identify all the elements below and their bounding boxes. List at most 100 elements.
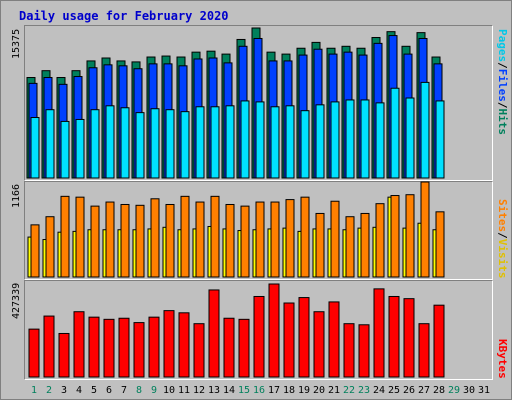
bar-sites — [345, 216, 355, 278]
bar-kbytes — [28, 328, 40, 378]
x-tick-label: 21 — [328, 385, 340, 396]
bar-sites — [405, 194, 415, 278]
bar-sites — [180, 195, 190, 278]
bar-pages — [270, 106, 280, 179]
bar-pages — [285, 105, 295, 179]
x-tick-label: 14 — [223, 385, 235, 396]
bar-sites — [45, 216, 55, 278]
bar-kbytes — [208, 289, 220, 378]
bar-pages — [135, 112, 145, 179]
x-tick-label: 18 — [283, 385, 295, 396]
bar-pages — [120, 107, 130, 179]
x-tick-label: 10 — [163, 385, 175, 396]
bar-sites — [120, 203, 130, 278]
bar-kbytes — [43, 315, 55, 378]
bar-pages — [375, 102, 385, 179]
x-tick-label: 23 — [358, 385, 370, 396]
bar-sites — [165, 203, 175, 278]
bar-pages — [150, 108, 160, 179]
bar-pages — [165, 109, 175, 179]
bar-kbytes — [223, 317, 235, 378]
bar-pages — [405, 97, 415, 179]
bar-kbytes — [103, 318, 115, 378]
bar-sites — [195, 201, 205, 278]
bar-sites — [60, 195, 70, 278]
bar-kbytes — [388, 295, 400, 378]
bar-kbytes — [178, 312, 190, 378]
bar-pages — [105, 105, 115, 179]
x-tick-label: 25 — [388, 385, 400, 396]
bar-kbytes — [403, 298, 415, 378]
bar-kbytes — [163, 310, 175, 378]
x-tick-label: 11 — [178, 385, 190, 396]
bar-pages — [30, 117, 40, 179]
bar-kbytes — [298, 297, 310, 378]
bar-sites — [30, 224, 40, 278]
x-tick-label: 27 — [418, 385, 430, 396]
bar-pages — [390, 87, 400, 179]
bar-kbytes — [238, 318, 250, 378]
bar-sites — [210, 195, 220, 278]
x-tick-label: 1 — [31, 385, 37, 396]
bar-sites — [90, 205, 100, 278]
x-tick-label: 12 — [193, 385, 205, 396]
x-tick-label: 28 — [433, 385, 445, 396]
bar-kbytes — [268, 283, 280, 378]
bar-sites — [420, 181, 430, 278]
bar-sites — [360, 212, 370, 278]
bar-kbytes — [328, 301, 340, 378]
bar-kbytes — [73, 311, 85, 378]
bar-pages — [330, 101, 340, 179]
bar-sites — [255, 201, 265, 278]
bar-sites — [285, 199, 295, 278]
bar-kbytes — [358, 324, 370, 378]
bar-pages — [225, 105, 235, 179]
bar-pages — [435, 100, 445, 179]
bar-pages — [60, 120, 70, 179]
bar-pages — [315, 104, 325, 179]
bar-kbytes — [373, 288, 385, 378]
bar-sites — [225, 203, 235, 278]
bar-sites — [375, 203, 385, 278]
bar-pages — [180, 111, 190, 179]
bar-kbytes — [133, 322, 145, 378]
x-tick-label: 20 — [313, 385, 325, 396]
bar-pages — [45, 109, 55, 179]
bar-pages — [240, 100, 250, 179]
x-tick-label: 17 — [268, 385, 280, 396]
bar-pages — [300, 110, 310, 179]
bar-kbytes — [283, 302, 295, 378]
bar-kbytes — [58, 332, 70, 378]
x-tick-label: 3 — [61, 385, 67, 396]
bar-sites — [240, 205, 250, 278]
bar-sites — [75, 196, 85, 278]
bar-pages — [195, 106, 205, 179]
x-tick-label: 16 — [253, 385, 265, 396]
x-tick-label: 22 — [343, 385, 355, 396]
bar-sites — [300, 196, 310, 278]
bar-kbytes — [118, 317, 130, 378]
x-tick-label: 30 — [463, 385, 475, 396]
x-tick-label: 15 — [238, 385, 250, 396]
bar-sites — [150, 198, 160, 278]
x-tick-label: 19 — [298, 385, 310, 396]
bar-kbytes — [253, 295, 265, 378]
x-tick-label: 24 — [373, 385, 385, 396]
x-tick-label: 26 — [403, 385, 415, 396]
bar-pages — [75, 118, 85, 179]
x-tick-label: 5 — [91, 385, 97, 396]
chart-title: Daily usage for February 2020 — [19, 9, 229, 23]
bar-pages — [420, 81, 430, 179]
bar-pages — [345, 99, 355, 179]
bar-sites — [315, 212, 325, 278]
x-tick-label: 31 — [478, 385, 490, 396]
bar-pages — [255, 101, 265, 179]
x-tick-label: 9 — [151, 385, 157, 396]
x-tick-label: 29 — [448, 385, 460, 396]
bar-sites — [270, 201, 280, 278]
bar-pages — [90, 109, 100, 179]
bar-kbytes — [193, 323, 205, 378]
bar-sites — [330, 200, 340, 278]
